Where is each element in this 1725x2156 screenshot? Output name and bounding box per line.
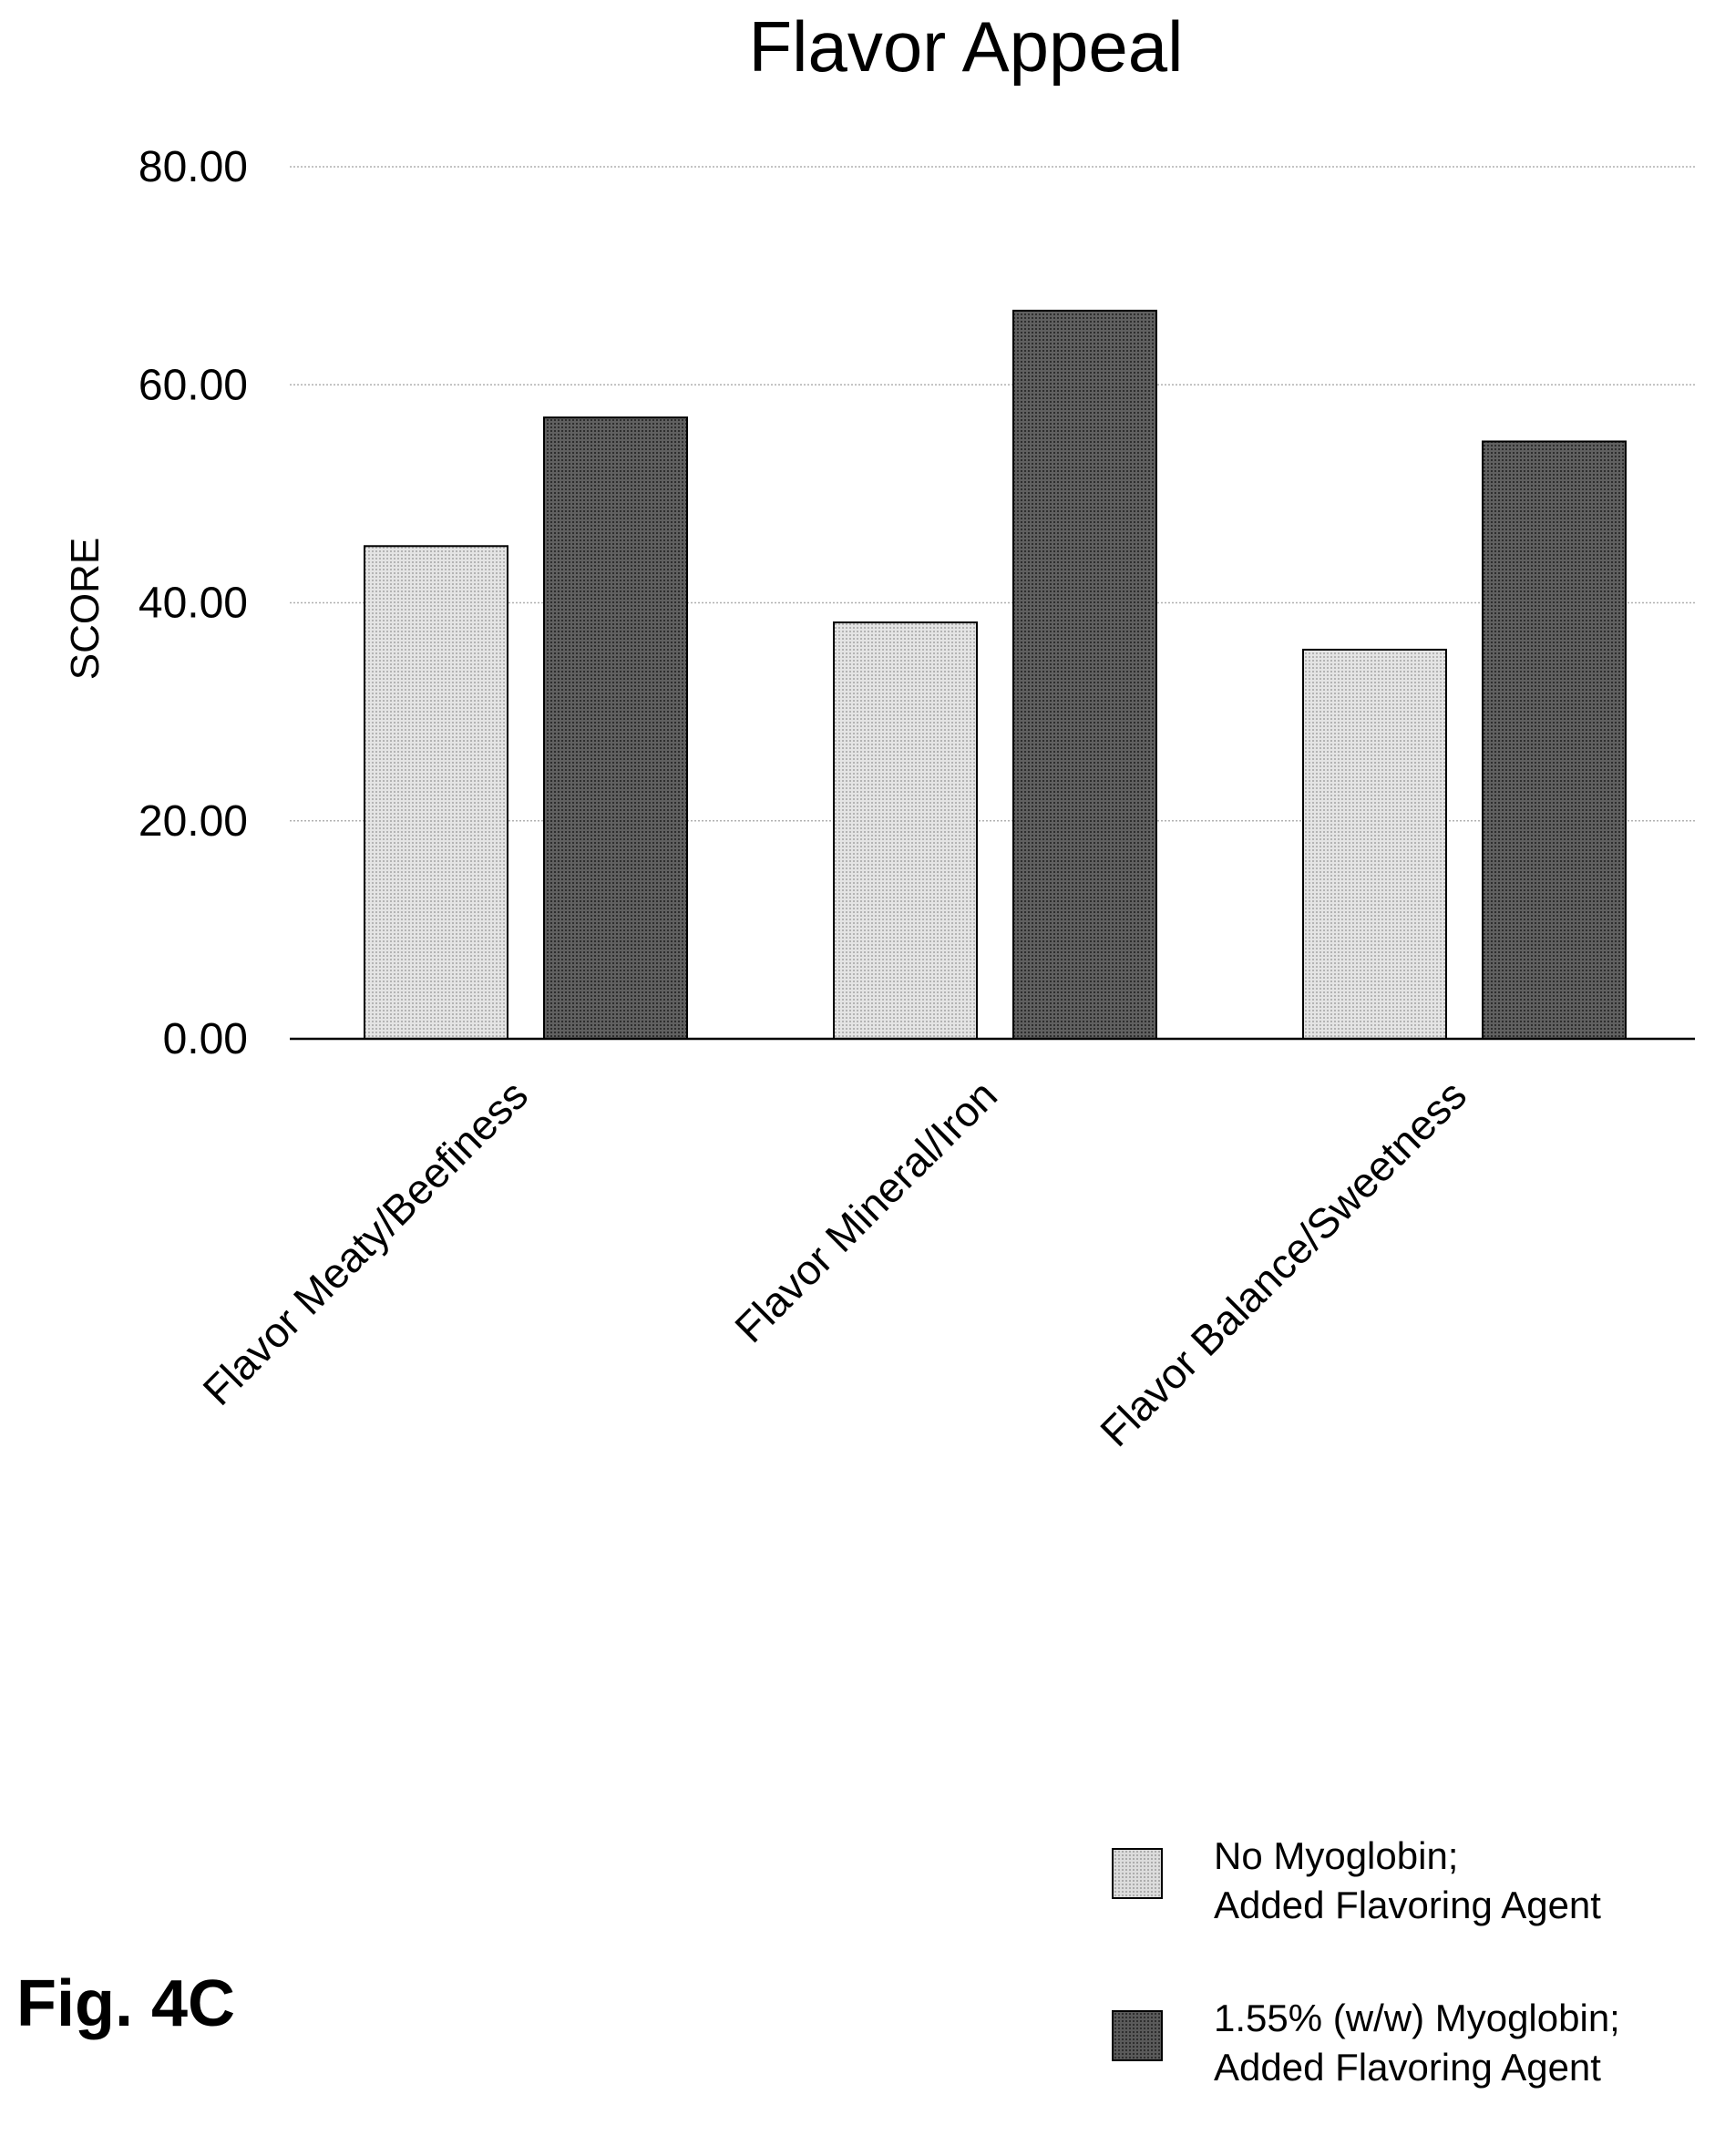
x-tick-label: Flavor Balance/Sweetness (1091, 1071, 1475, 1455)
y-tick-label: 60.00 (139, 361, 248, 409)
legend: No Myoglobin; Added Flavoring Agent 1.55… (1112, 1832, 1713, 2156)
chart-title: Flavor Appeal (749, 6, 1184, 87)
bar (364, 545, 508, 1040)
y-axis-label: SCORE (63, 538, 108, 680)
legend-label-line: Added Flavoring Agent (1214, 1884, 1601, 1926)
legend-label-line: 1.55% (w/w) Myoglobin; (1214, 1997, 1620, 2039)
legend-swatch-light (1112, 1848, 1163, 1899)
legend-item-no-myoglobin: No Myoglobin; Added Flavoring Agent (1112, 1832, 1713, 1930)
gridlines (290, 166, 1695, 822)
bar (543, 416, 688, 1040)
bar (1482, 440, 1627, 1040)
legend-label: 1.55% (w/w) Myoglobin; Added Flavoring A… (1214, 1994, 1620, 2092)
legend-item-myoglobin: 1.55% (w/w) Myoglobin; Added Flavoring A… (1112, 1994, 1713, 2092)
bars (364, 309, 1627, 1040)
y-tick-label: 80.00 (139, 143, 248, 191)
legend-label-line: No Myoglobin; (1214, 1834, 1459, 1877)
y-tick-label: 0.00 (163, 1015, 248, 1063)
figure-label: Fig. 4C (16, 1967, 236, 2040)
bar (1012, 309, 1157, 1040)
x-axis-ticks: Flavor Meaty/Beefiness Flavor Mineral/Iro… (193, 1071, 1475, 1455)
y-axis-ticks: 0.00 20.00 40.00 60.00 80.00 (139, 143, 248, 1063)
y-tick-label: 40.00 (139, 580, 248, 628)
x-tick-label: Flavor Meaty/Beefiness (193, 1071, 537, 1414)
x-tick-label: Flavor Mineral/Iron (725, 1071, 1006, 1351)
legend-label-line: Added Flavoring Agent (1214, 2046, 1601, 2089)
legend-label: No Myoglobin; Added Flavoring Agent (1214, 1832, 1601, 1930)
bar (1302, 648, 1447, 1040)
y-tick-label: 20.00 (139, 797, 248, 846)
legend-swatch-dark (1112, 2010, 1163, 2061)
bar (833, 621, 978, 1040)
